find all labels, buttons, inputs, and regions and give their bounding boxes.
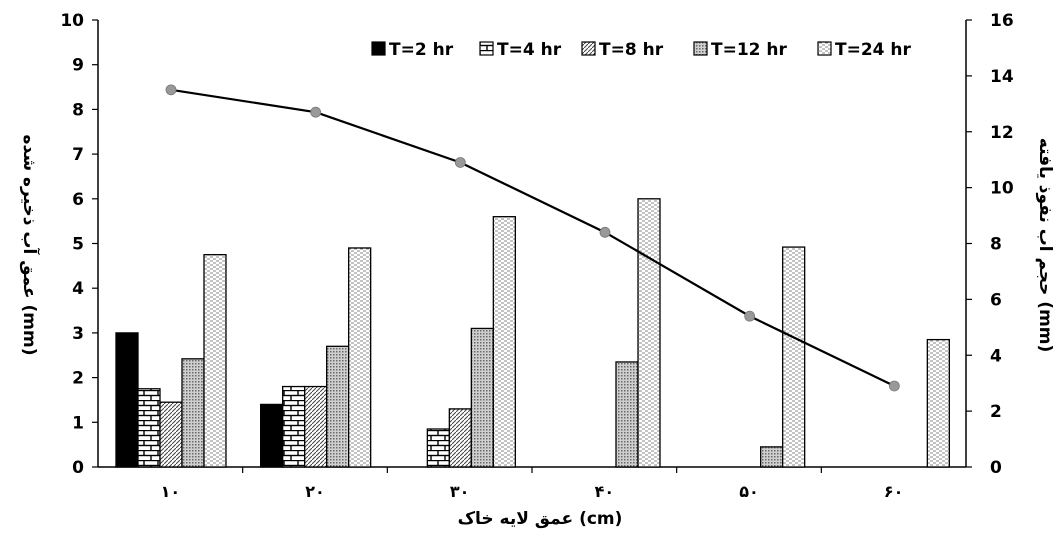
bar (159, 401, 183, 468)
x-tick-label: ۵۰ (739, 482, 759, 501)
bar (492, 216, 516, 468)
bar (181, 358, 205, 468)
line-point (599, 226, 611, 238)
legend-swatch (371, 41, 386, 56)
y-axis-label-left: عمق آب ذخیره شده (mm) (19, 135, 41, 356)
bar (326, 345, 350, 468)
bar (470, 327, 494, 468)
y-tick-label-left: 2 (72, 369, 84, 389)
bar (782, 246, 806, 468)
y-tick-label-left: 4 (72, 279, 84, 299)
y-tick-label-left: 0 (72, 458, 84, 478)
line-series (170, 88, 895, 387)
y-tick-label-right: 0 (990, 458, 1002, 478)
y-tick-label-right: 8 (990, 235, 1002, 255)
line-point (744, 310, 756, 322)
y-tick-label-right: 10 (990, 179, 1014, 199)
bar (926, 338, 950, 468)
line-point (165, 84, 177, 96)
legend-swatch (693, 41, 708, 56)
bar (203, 254, 227, 468)
y-tick-label-left: 5 (72, 235, 84, 255)
y-tick-label-left: 10 (60, 11, 84, 31)
x-axis-label: عمق لایه خاک (cm) (458, 509, 623, 529)
y-tick-label-left: 7 (72, 145, 84, 165)
y-tick-label-right: 2 (990, 402, 1002, 422)
y-tick-label-right: 6 (990, 290, 1002, 310)
line-point (454, 157, 466, 168)
y-axis-label-right: حجم آب نفوذ یافته (mm) (1035, 138, 1053, 353)
y-tick-label-right: 12 (990, 123, 1014, 143)
y-tick-label-left: 6 (72, 190, 84, 210)
bar (282, 385, 306, 468)
y-tick-label-right: 14 (990, 67, 1014, 87)
bar (615, 361, 639, 468)
bar (304, 385, 328, 468)
legend-label: T=12 hr (711, 40, 788, 60)
x-tick-label: ۶۰ (884, 482, 904, 501)
y-tick-label-left: 3 (72, 324, 84, 344)
line-point (310, 106, 322, 118)
legend-swatch (817, 41, 832, 56)
bar (115, 332, 139, 468)
y-tick-label-left: 9 (72, 56, 84, 76)
x-tick-label: ۳۰ (450, 482, 470, 501)
legend-label: T=4 hr (497, 40, 562, 60)
x-tick-label: ۲۰ (305, 482, 325, 501)
x-tick-label: ۴۰ (595, 482, 615, 501)
legend-swatch (581, 41, 596, 56)
legend-label: T=8 hr (599, 40, 664, 60)
bar (260, 403, 284, 468)
y-tick-label-left: 1 (72, 413, 84, 433)
bar (348, 247, 372, 468)
y-tick-label-right: 4 (990, 346, 1002, 366)
bar (448, 408, 472, 468)
bar (137, 388, 161, 468)
x-tick-label: ۱۰ (161, 482, 181, 501)
y-tick-label-right: 16 (990, 11, 1014, 31)
line-point (888, 380, 900, 392)
legend-swatch (479, 41, 494, 56)
bar (637, 198, 661, 468)
y-tick-label-left: 8 (72, 100, 84, 120)
bar (760, 446, 784, 468)
bar (426, 428, 450, 468)
legend-label: T=24 hr (835, 40, 912, 60)
legend-label: T=2 hr (389, 40, 454, 60)
